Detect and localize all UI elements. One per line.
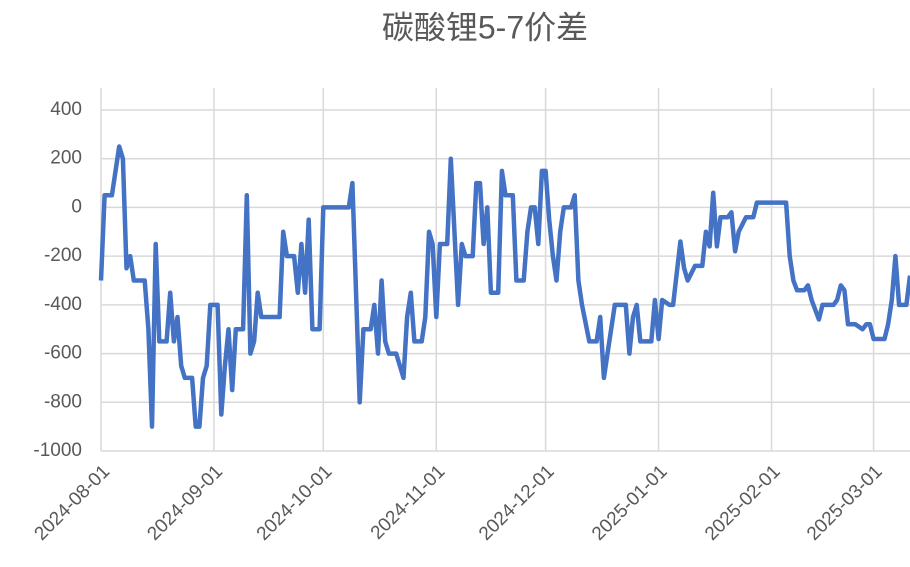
- x-tick-label: 2024-12-01: [475, 461, 559, 545]
- x-tick-label: 2025-02-01: [701, 461, 785, 545]
- y-tick-label: -200: [44, 245, 82, 266]
- x-tick-label: 2025-01-01: [588, 461, 672, 545]
- y-tick-label: -1000: [33, 440, 82, 461]
- y-tick-label: -600: [44, 343, 82, 364]
- y-tick-label: -800: [44, 391, 82, 412]
- x-tick-label: 2025-03-01: [803, 461, 887, 545]
- y-tick-label: 200: [50, 148, 82, 169]
- x-tick-label: 2024-09-01: [143, 461, 227, 545]
- chart-title: 碳酸锂5-7价差: [382, 9, 588, 45]
- y-tick-label: 0: [71, 196, 82, 217]
- line-series: [98, 144, 910, 429]
- y-tick-label: -400: [44, 294, 82, 315]
- x-tick-label: 2024-11-01: [367, 461, 450, 544]
- y-tick-label: 400: [50, 99, 82, 120]
- x-tick-label: 2024-08-01: [30, 461, 114, 545]
- x-tick-label: 2024-10-01: [253, 461, 337, 545]
